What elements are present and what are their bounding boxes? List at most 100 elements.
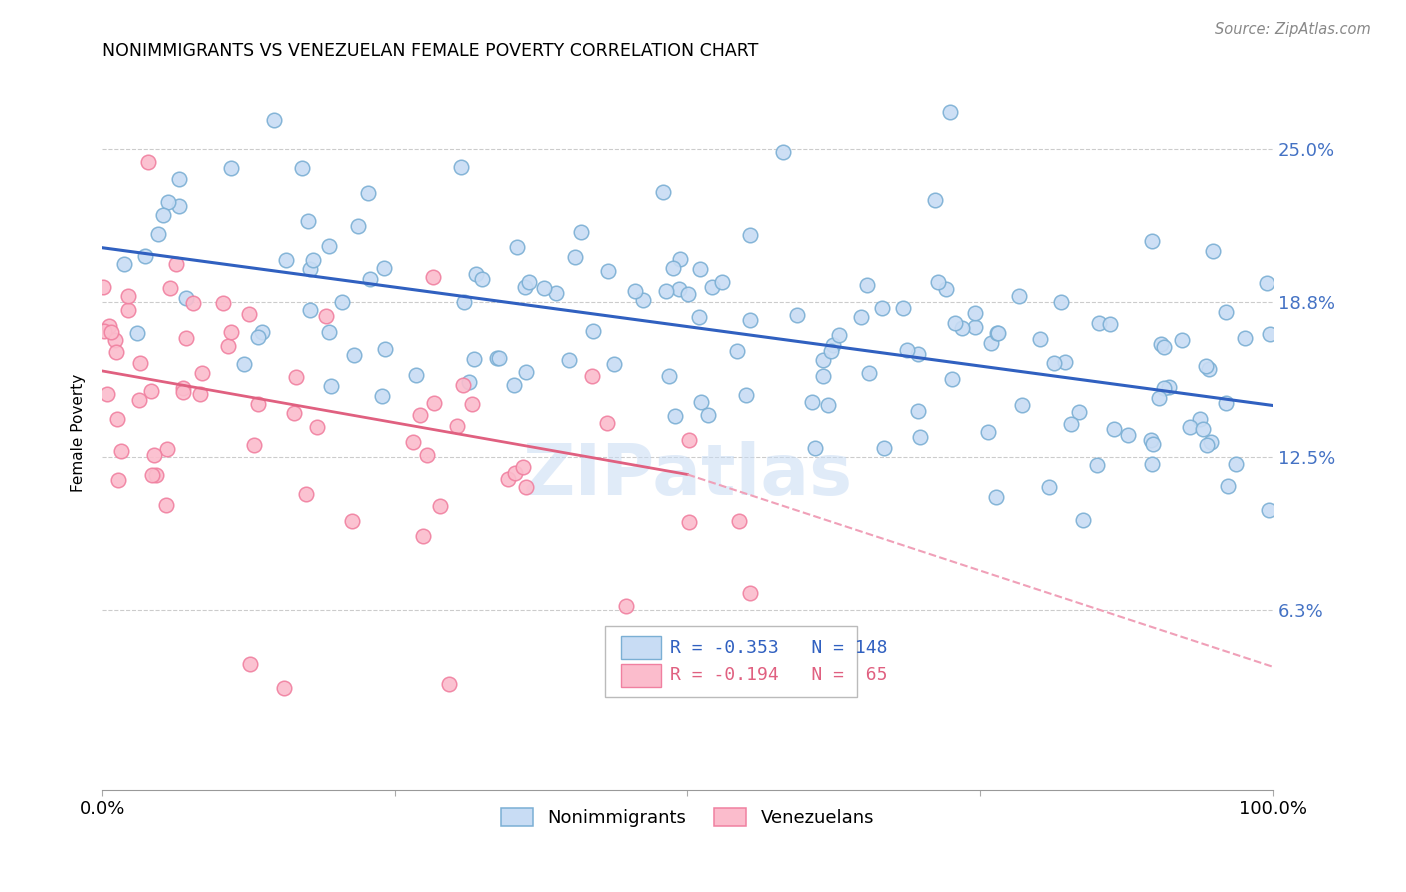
Point <box>1050 294 1073 309</box>
Point <box>152 209 174 223</box>
Point <box>315 310 337 324</box>
Point <box>856 278 879 293</box>
Point <box>1180 420 1202 434</box>
Point <box>896 343 918 358</box>
Point <box>564 250 586 264</box>
Point <box>1153 381 1175 395</box>
Point <box>1225 458 1247 472</box>
Point <box>963 306 986 320</box>
Point <box>295 486 318 500</box>
Point <box>849 310 872 324</box>
FancyBboxPatch shape <box>620 664 661 687</box>
Point <box>828 328 851 343</box>
Point <box>558 353 581 368</box>
Point <box>1099 317 1122 331</box>
FancyBboxPatch shape <box>620 636 661 659</box>
Point <box>298 303 321 318</box>
Point <box>658 369 681 384</box>
Text: R = -0.194   N =  65: R = -0.194 N = 65 <box>669 666 887 684</box>
Point <box>655 284 678 298</box>
Point <box>284 369 307 384</box>
Point <box>1140 234 1163 248</box>
Point <box>318 326 340 340</box>
Point <box>465 267 488 281</box>
Point <box>165 257 187 271</box>
Point <box>1043 356 1066 370</box>
Point <box>191 366 214 380</box>
Point <box>702 279 724 293</box>
Point <box>727 515 749 529</box>
Point <box>678 287 700 301</box>
Point <box>429 499 451 513</box>
Point <box>1085 458 1108 472</box>
Point <box>212 295 235 310</box>
Point <box>515 365 537 379</box>
Point <box>167 172 190 186</box>
Point <box>908 430 931 444</box>
Point <box>136 154 159 169</box>
Point <box>174 291 197 305</box>
Point <box>614 599 637 614</box>
Point <box>891 301 914 316</box>
Point <box>172 385 194 400</box>
Point <box>804 442 827 456</box>
Point <box>977 425 1000 439</box>
Point <box>740 313 762 327</box>
Point <box>446 419 468 434</box>
Point <box>298 261 321 276</box>
Point <box>374 343 396 357</box>
Point <box>1011 398 1033 412</box>
Point <box>669 252 692 267</box>
Point <box>146 227 169 242</box>
Point <box>100 325 122 339</box>
Point <box>519 275 541 289</box>
Point <box>820 343 842 358</box>
Point <box>1198 362 1220 376</box>
Point <box>141 384 163 398</box>
Point <box>1195 359 1218 373</box>
Point <box>1053 355 1076 369</box>
Point <box>1256 276 1278 290</box>
Point <box>800 394 823 409</box>
Point <box>93 324 115 338</box>
Point <box>1071 513 1094 527</box>
Point <box>176 331 198 345</box>
Point <box>347 219 370 233</box>
Point <box>533 281 555 295</box>
Point <box>117 303 139 318</box>
Point <box>1008 289 1031 303</box>
Point <box>598 263 620 277</box>
Point <box>330 295 353 310</box>
Point <box>1216 479 1239 493</box>
Point <box>1116 428 1139 442</box>
Point <box>128 356 150 370</box>
Point <box>546 285 568 300</box>
Point <box>460 397 482 411</box>
Point <box>156 442 179 457</box>
Point <box>987 326 1010 340</box>
Point <box>740 586 762 600</box>
Point <box>1087 316 1109 330</box>
Point <box>340 514 363 528</box>
Point <box>412 529 434 543</box>
Point <box>423 396 446 410</box>
Point <box>91 280 114 294</box>
Point <box>402 435 425 450</box>
Point <box>263 112 285 127</box>
Point <box>463 352 485 367</box>
Point <box>678 515 700 529</box>
Point <box>678 433 700 447</box>
Point <box>938 105 960 120</box>
Point <box>696 409 718 423</box>
Point <box>1104 422 1126 436</box>
Point <box>506 239 529 253</box>
Point <box>321 378 343 392</box>
Point <box>1233 331 1256 345</box>
Point <box>631 293 654 307</box>
Point <box>811 353 834 368</box>
Point <box>870 301 893 315</box>
Point <box>219 325 242 339</box>
Point <box>117 289 139 303</box>
Point <box>156 194 179 209</box>
Point <box>373 260 395 275</box>
